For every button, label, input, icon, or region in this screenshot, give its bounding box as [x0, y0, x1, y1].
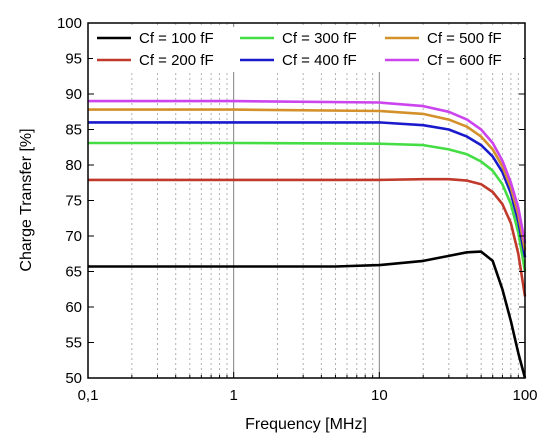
series-line-1	[88, 250, 527, 379]
y-tick-label: 100	[57, 15, 82, 32]
x-tick-label: 0,1	[78, 387, 99, 404]
y-tick-label: 50	[65, 370, 82, 387]
series-line-3	[88, 141, 527, 272]
y-axis-title: Charge Transfer [%]	[18, 128, 35, 271]
x-axis-title: Frequency [MHz]	[245, 416, 367, 433]
series-line-6	[88, 99, 527, 244]
x-tick-label: 1	[229, 387, 237, 404]
y-tick-label: 55	[65, 335, 82, 352]
plot-area	[88, 23, 525, 378]
y-tick-label: 80	[65, 157, 82, 174]
y-tick-label: 85	[65, 122, 82, 139]
legend: Cf = 100 fF Cf = 200 fF Cf = 300 fF Cf = 40…	[93, 27, 523, 72]
x-tick-label: 10	[371, 387, 388, 404]
series-line-2	[88, 177, 527, 297]
series-layer	[88, 99, 527, 379]
legend-label: Cf = 300 fF	[282, 30, 357, 47]
y-tick-label: 65	[65, 264, 82, 281]
series-line-4	[88, 121, 527, 258]
x-tick-label: 100	[512, 387, 537, 404]
grid	[131, 23, 519, 378]
y-tick-label: 95	[65, 51, 82, 68]
y-tick-label: 60	[65, 299, 82, 316]
y-tick-label: 75	[65, 193, 82, 210]
legend-label: Cf = 600 fF	[427, 52, 502, 69]
y-tick-label: 90	[65, 86, 82, 103]
legend-label: Cf = 200 fF	[139, 52, 214, 69]
y-tick-label: 70	[65, 228, 82, 245]
legend-label: Cf = 400 fF	[282, 52, 357, 69]
series-line-5	[88, 108, 527, 251]
legend-box	[93, 27, 523, 72]
axis-ticks: 50 55 60 65 70 75 80 85 90 95 100 0,1 1 10 100	[57, 15, 538, 404]
legend-label: Cf = 500 fF	[427, 30, 502, 47]
legend-label: Cf = 100 fF	[139, 30, 214, 47]
